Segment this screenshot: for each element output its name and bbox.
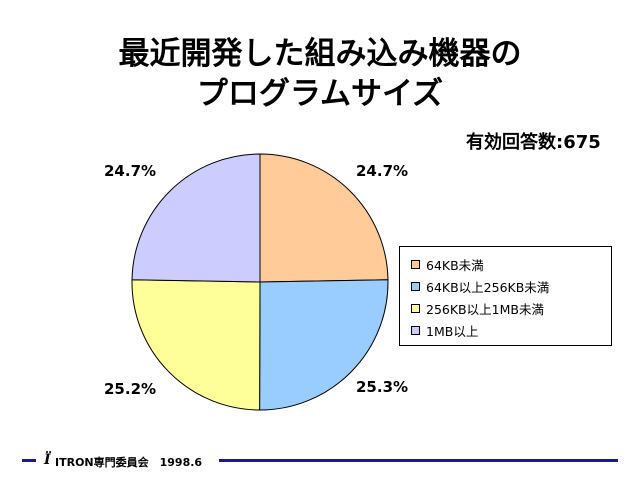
pie-slice: [131, 153, 261, 283]
legend-swatch: [411, 303, 420, 313]
legend-item: 1MB以上: [411, 319, 611, 341]
legend-label: 256KB以上1MB未満: [426, 301, 544, 317]
legend-swatch: [411, 281, 420, 291]
legend-label: 64KB未満: [426, 257, 484, 273]
pie-slice: [131, 279, 261, 411]
response-count: 有効回答数:675: [466, 132, 601, 153]
legend-item: 64KB以上256KB未満: [411, 275, 611, 297]
footer-text: ITRON専門委員会 1998.6: [55, 456, 203, 469]
legend-label: 1MB以上: [426, 323, 479, 339]
data-label: 25.3%: [356, 378, 408, 396]
data-label: 25.2%: [104, 380, 156, 398]
pie-slice: [259, 153, 389, 283]
footer-rule: [22, 459, 36, 462]
pie-slice: [259, 279, 389, 411]
footer-rule: [219, 459, 618, 462]
legend-item: 64KB未満: [411, 253, 611, 275]
legend-swatch: [411, 259, 420, 269]
legend-swatch: [411, 325, 420, 335]
legend-item: 256KB以上1MB未満: [411, 297, 611, 319]
data-label: 24.7%: [104, 162, 156, 180]
legend-label: 64KB以上256KB未満: [426, 279, 550, 295]
data-label: 24.7%: [356, 162, 408, 180]
legend: 64KB未満 64KB以上256KB未満 256KB以上1MB未満 1MB以上: [399, 246, 612, 346]
chart-title: 最近開発した組み込み機器の プログラムサイズ: [118, 36, 522, 112]
itron-logo-icon: Ϊ: [44, 452, 51, 468]
